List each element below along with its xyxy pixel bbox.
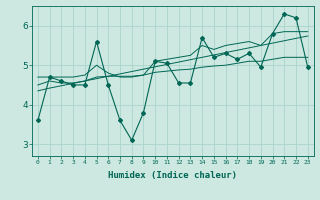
X-axis label: Humidex (Indice chaleur): Humidex (Indice chaleur) [108, 171, 237, 180]
